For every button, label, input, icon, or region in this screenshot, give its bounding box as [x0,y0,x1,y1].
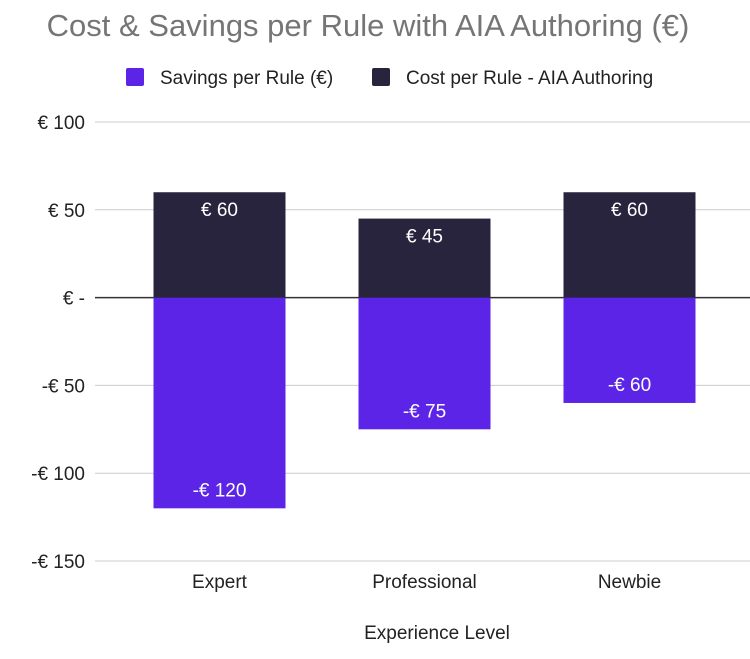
data-label: -€ 60 [608,375,651,396]
bar-savings-newbie [563,297,696,403]
bar-cost-newbie [563,192,696,298]
legend: Savings per Rule (€) Cost per Rule - AIA … [126,68,653,89]
x-axis: Expert Professional Newbie [192,572,661,593]
data-label: -€ 75 [403,401,446,422]
bar-cost-expert [153,192,286,298]
y-tick-label: -€ 50 [42,376,85,397]
y-tick-label: -€ 100 [31,464,85,485]
y-axis: € 100 € 50 € - -€ 50 -€ 100 -€ 150 [31,113,85,573]
chart-title: Cost & Savings per Rule with AIA Authori… [47,8,690,43]
data-label: € 45 [406,227,443,248]
data-label: -€ 120 [193,480,247,501]
bar-savings-professional [358,297,491,430]
y-tick-label: € 50 [48,201,85,222]
bar-savings-expert [153,297,286,509]
x-tick-label: Newbie [598,572,661,593]
y-tick-label: € 100 [37,113,85,134]
x-tick-label: Expert [192,572,248,593]
bars: -€ 120 € 60 -€ 75 € 45 -€ 60 € 60 [153,192,696,509]
bar-cost-professional [358,218,491,298]
legend-swatch [126,68,144,86]
legend-label: Cost per Rule - AIA Authoring [406,68,653,89]
y-tick-label: € - [63,289,85,310]
data-label: € 60 [201,200,238,221]
data-label: € 60 [611,200,648,221]
x-tick-label: Professional [372,572,477,593]
legend-swatch [372,68,390,86]
legend-label: Savings per Rule (€) [160,68,333,89]
y-tick-label: -€ 150 [31,552,85,573]
x-axis-title: Experience Level [364,623,510,644]
